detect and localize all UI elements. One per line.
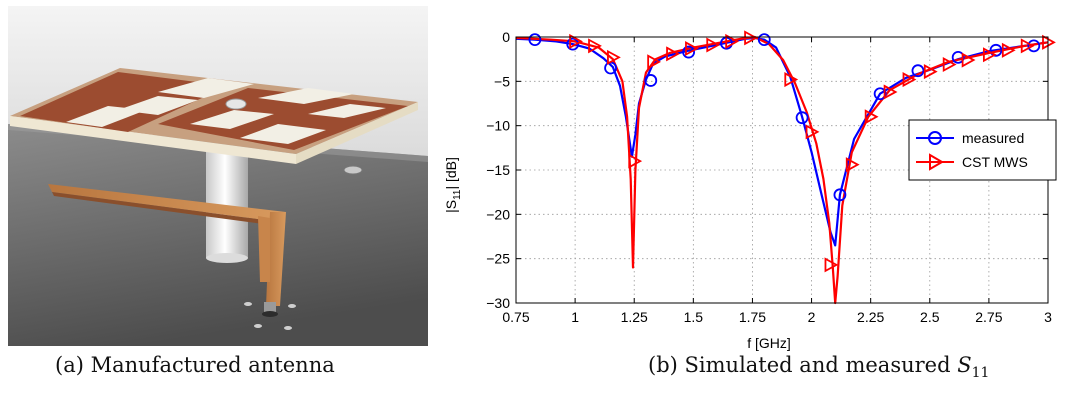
caption-b-label: (b) [648,353,678,377]
y-tick-label: −20 [486,206,510,222]
x-axis-label: f [GHz] [747,335,791,351]
y-tick-label: −15 [486,162,510,178]
data-point-cst [825,259,836,271]
y-tick-label: 0 [502,29,510,45]
x-tick-label: 2.5 [920,309,940,325]
x-tick-label: 2.75 [975,309,1002,325]
y-tick-label: −5 [494,73,510,89]
support-post [206,148,248,258]
caption-b-text: Simulated and measured [685,353,951,377]
y-tick-label: −10 [486,118,510,134]
x-tick-label: 1.75 [739,309,766,325]
legend-label-measured: measured [962,130,1024,146]
y-tick-label: −30 [486,295,510,311]
x-tick-label: 3 [1044,309,1052,325]
x-tick-label: 1.25 [621,309,648,325]
legend-label-cst: CST MWS [962,154,1028,170]
antenna-photo [8,6,428,346]
x-tick-label: 1 [571,309,579,325]
y-axis-label: |S11| [dB] [443,157,463,213]
caption-a: (a) Manufactured antenna [55,353,335,377]
caption-a-text: Manufactured antenna [91,353,335,377]
x-tick-label: 0.75 [502,309,529,325]
mounting-hole [344,166,362,174]
caption-b-subscript: 11 [972,365,990,381]
sma-connector [264,302,276,312]
data-point-measured [645,75,656,86]
x-axis-ticks: 0.75 1 1.25 1.5 1.75 2 2.25 2.5 2.75 3 [502,37,1052,325]
caption-b: (b) Simulated and measured S11 [648,353,989,381]
y-tick-label: −25 [486,251,510,267]
x-tick-label: 1.5 [684,309,704,325]
caption-b-symbol: S [957,353,971,377]
solder-joint [226,99,246,109]
s11-chart: 0.75 1 1.25 1.5 1.75 2 2.25 2.5 2.75 3 0 −5 −10 −15 −… [436,0,1070,352]
legend: measured CST MWS [909,120,1056,180]
caption-a-label: (a) [55,353,84,377]
x-tick-label: 2.25 [857,309,884,325]
x-tick-label: 2 [808,309,816,325]
